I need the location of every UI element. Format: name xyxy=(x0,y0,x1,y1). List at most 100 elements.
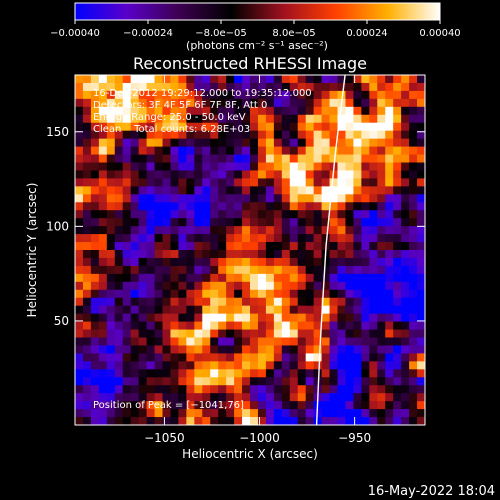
heatmap-cell xyxy=(281,226,291,235)
heatmap-cell xyxy=(202,138,211,148)
heatmap-cell xyxy=(250,98,259,108)
heatmap-cell xyxy=(146,409,156,418)
heatmap-cell xyxy=(146,369,156,378)
heatmap-cell xyxy=(273,75,283,84)
heatmap-cell xyxy=(321,138,331,148)
heatmap-cell xyxy=(75,154,84,164)
heatmap-cell xyxy=(345,305,355,315)
heatmap-cell xyxy=(289,385,299,394)
heatmap-cell xyxy=(170,273,180,283)
heatmap-cell xyxy=(242,385,251,394)
heatmap-cell xyxy=(202,321,211,331)
heatmap-cell xyxy=(345,345,355,355)
heatmap-cell xyxy=(82,313,92,323)
heatmap-cell xyxy=(154,353,164,362)
heatmap-cell xyxy=(75,273,84,283)
heatmap-cell xyxy=(281,114,291,124)
heatmap-cell xyxy=(98,361,108,370)
heatmap-cell xyxy=(321,321,331,331)
heatmap-cell xyxy=(289,218,299,227)
heatmap-cell xyxy=(98,257,108,267)
heatmap-cell xyxy=(82,385,92,394)
heatmap-cell xyxy=(210,321,219,331)
heatmap-cell xyxy=(114,385,124,394)
heatmap-cell xyxy=(250,75,259,84)
heatmap-cell xyxy=(321,273,331,283)
heatmap-cell xyxy=(250,178,259,187)
heatmap-cell xyxy=(273,369,283,378)
heatmap-cell xyxy=(138,377,148,386)
heatmap-cell xyxy=(313,337,323,347)
heatmap-cell xyxy=(106,321,116,331)
heatmap-cell xyxy=(337,170,347,180)
heatmap-cell xyxy=(273,361,283,370)
heatmap-cell xyxy=(194,202,203,211)
heatmap-cell xyxy=(242,401,251,410)
heatmap-cell xyxy=(329,186,339,195)
heatmap-cell xyxy=(114,417,124,425)
heatmap-cell xyxy=(226,337,235,347)
heatmap-cell xyxy=(329,361,339,370)
heatmap-cell xyxy=(226,194,235,203)
heatmap-cell xyxy=(401,146,410,156)
heatmap-cell xyxy=(210,162,219,172)
heatmap-cell xyxy=(257,289,267,299)
heatmap-cell xyxy=(417,138,425,148)
heatmap-cell xyxy=(345,234,355,243)
heatmap-cell xyxy=(138,194,148,203)
heatmap-cell xyxy=(393,345,402,355)
heatmap-cell xyxy=(409,265,418,275)
heatmap-cell xyxy=(210,273,219,283)
heatmap-cell xyxy=(202,122,211,132)
heatmap-cell xyxy=(273,186,283,195)
heatmap-cell xyxy=(417,202,425,211)
heatmap-cell xyxy=(82,337,92,347)
heatmap-cell xyxy=(401,130,410,140)
heatmap-cell xyxy=(289,162,299,172)
heatmap-cell xyxy=(82,297,92,307)
heatmap-cell xyxy=(377,329,386,339)
heatmap-cell xyxy=(297,106,307,116)
heatmap-cell xyxy=(345,114,355,124)
heatmap-cell xyxy=(162,106,172,116)
heatmap-cell xyxy=(361,353,370,362)
heatmap-cell xyxy=(146,353,156,362)
heatmap-cell xyxy=(218,385,227,394)
heatmap-cell xyxy=(186,170,195,180)
heatmap-cell xyxy=(417,130,425,140)
heatmap-cell xyxy=(234,417,243,425)
heatmap-cell xyxy=(313,186,323,195)
heatmap-cell xyxy=(369,377,378,386)
heatmap-cell xyxy=(178,146,187,156)
heatmap-cell xyxy=(337,226,347,235)
heatmap-cell xyxy=(353,154,362,164)
heatmap-cell xyxy=(401,106,410,116)
heatmap-cell xyxy=(234,353,243,362)
heatmap-cell xyxy=(178,289,187,299)
heatmap-cell xyxy=(409,178,418,187)
heatmap-cell xyxy=(82,98,92,108)
heatmap-cell xyxy=(409,321,418,331)
heatmap-cell xyxy=(218,401,227,410)
heatmap-cell xyxy=(369,202,378,211)
heatmap-cell xyxy=(122,210,132,219)
heatmap-cell xyxy=(210,289,219,299)
heatmap-cell xyxy=(369,234,378,243)
heatmap-cell xyxy=(122,377,132,386)
heatmap-cell xyxy=(122,170,132,180)
heatmap-cell xyxy=(218,234,227,243)
heatmap-cell xyxy=(106,337,116,347)
heatmap-cell xyxy=(281,289,291,299)
heatmap-cell xyxy=(138,106,148,116)
heatmap-cell xyxy=(305,210,315,219)
heatmap-cell xyxy=(337,329,347,339)
heatmap-cell xyxy=(130,297,140,307)
heatmap-cell xyxy=(265,186,275,195)
heatmap-cell xyxy=(146,162,156,172)
heatmap-cell xyxy=(337,361,347,370)
heatmap-cell xyxy=(106,361,116,370)
heatmap-cell xyxy=(106,106,116,116)
heatmap-cell xyxy=(377,202,386,211)
heatmap-cell xyxy=(122,75,132,84)
heatmap-cell xyxy=(289,242,299,251)
